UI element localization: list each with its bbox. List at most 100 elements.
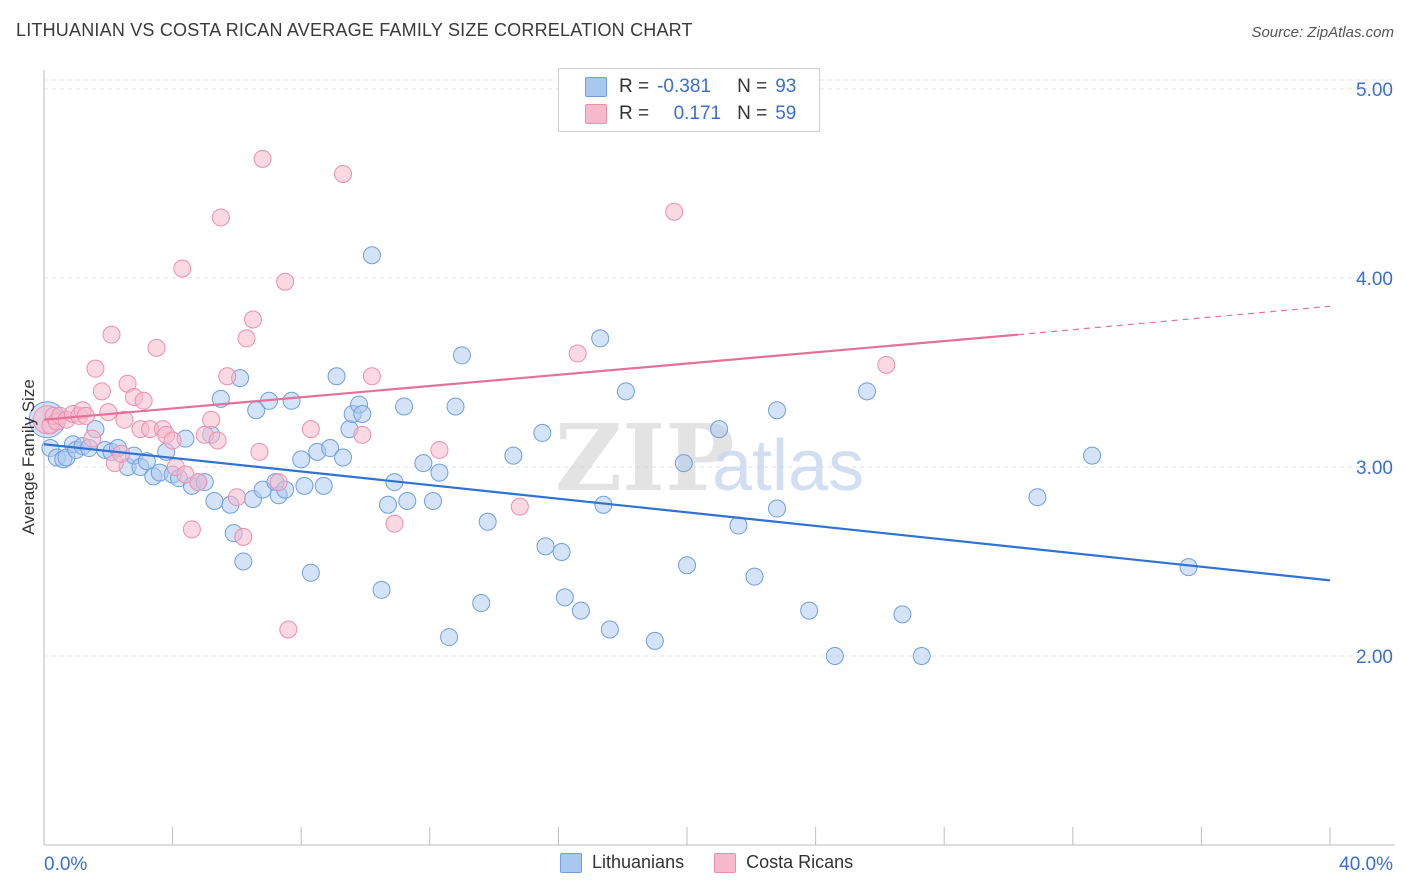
lithuanian-point (645, 631, 664, 650)
costa-rican-point (182, 520, 201, 539)
lithuanian-point (571, 601, 590, 620)
blue-swatch (560, 852, 582, 873)
legend-label: Costa Ricans (746, 852, 854, 872)
watermark-atlas: atlas (712, 426, 864, 506)
lithuanian-point (552, 543, 571, 562)
costa-rican-trendline (43, 333, 1019, 421)
costa-rican-point (510, 497, 529, 516)
lithuanian-point (1179, 558, 1198, 577)
legend-label: Lithuanians (592, 852, 685, 872)
lithuanian-point (379, 495, 398, 514)
costa-rican-trendline-extension (1018, 305, 1331, 336)
lithuanian-point (452, 346, 471, 365)
r-value: 0.171 (673, 103, 722, 124)
costa-rican-point (234, 527, 253, 546)
costa-rican-point (568, 344, 587, 363)
lithuanian-point (893, 605, 912, 624)
costa-rican-point (243, 310, 262, 329)
lithuanian-point (533, 423, 552, 442)
r-label: R = (619, 103, 650, 124)
costa-rican-point (269, 473, 288, 492)
lithuanian-point (800, 601, 819, 620)
costa-rican-point (333, 164, 352, 183)
costa-rican-point (163, 431, 182, 450)
lithuanian-point (768, 401, 787, 420)
lithuanian-point (398, 491, 417, 510)
costa-rican-point (83, 429, 102, 448)
lithuanian-point (504, 446, 523, 465)
lithuanian-point (1083, 446, 1102, 465)
costa-rican-point (189, 473, 208, 492)
lithuanian-point (536, 537, 555, 556)
correlation-legend: R = -0.381 N = 93 R = 0.171 N = 59 (558, 68, 820, 132)
costa-rican-point (115, 410, 134, 429)
y-axis-label: Average Family Size (19, 379, 38, 535)
costa-rican-point (430, 440, 449, 459)
n-label: N = (737, 76, 768, 97)
costa-rican-point (92, 382, 111, 401)
costa-rican-point (301, 420, 320, 439)
lithuanian-point (314, 476, 333, 495)
lithuanian-point (430, 463, 449, 482)
lithuanian-point (414, 454, 433, 473)
lithuanian-point (333, 448, 352, 467)
lithuanian-trendline (43, 443, 1331, 582)
lithuanian-point (555, 588, 574, 607)
lithuanian-point (768, 499, 787, 518)
legend-item-costa-ricans[interactable]: Costa Ricans (714, 852, 853, 873)
lithuanian-point (372, 580, 391, 599)
costa-rican-point (227, 488, 246, 507)
lithuanian-point (353, 405, 372, 424)
legend-item-lithuanians[interactable]: Lithuanians (560, 852, 684, 873)
blue-swatch (585, 77, 607, 97)
lithuanian-point (591, 329, 610, 348)
lithuanian-point (395, 397, 414, 416)
y-tick-label: 5.00 (1356, 80, 1393, 101)
lithuanian-point (234, 552, 253, 571)
lithuanian-point (678, 556, 696, 575)
lithuanian-point (424, 491, 443, 510)
costa-rican-point (353, 425, 372, 444)
lithuanian-point (616, 382, 635, 401)
lithuanian-point (137, 452, 156, 471)
lithuanian-point (600, 620, 619, 639)
lithuanian-point (674, 454, 693, 473)
costa-rican-point (208, 431, 227, 450)
costa-rican-point (218, 367, 237, 386)
lithuanian-point (440, 628, 459, 647)
lithuanian-point (478, 512, 497, 531)
costa-rican-point (385, 514, 404, 533)
lithuanian-point (362, 246, 381, 265)
costa-rican-point (250, 442, 269, 461)
costa-rican-point (237, 329, 256, 348)
chart-title: LITHUANIAN VS COSTA RICAN AVERAGE FAMILY… (16, 20, 693, 40)
y-tick-label: 3.00 (1356, 458, 1393, 479)
costa-rican-point (665, 202, 684, 221)
y-tick-label: 2.00 (1356, 647, 1393, 668)
lithuanian-point (321, 439, 340, 458)
pink-swatch (714, 852, 737, 873)
lithuanian-point (282, 391, 301, 410)
lithuanian-point (1028, 488, 1047, 507)
n-value: 93 (775, 76, 797, 97)
costa-rican-point (147, 338, 166, 357)
costa-rican-point (279, 620, 298, 639)
costa-rican-point (102, 325, 121, 344)
lithuanian-point (205, 491, 224, 510)
costa-rican-point (276, 272, 295, 291)
lithuanian-point (729, 516, 748, 535)
costa-rican-point (173, 259, 192, 278)
x-tick-label: 40.0% (1339, 854, 1393, 875)
costa-rican-point (202, 410, 221, 429)
r-label: R = (619, 76, 650, 97)
n-value: 59 (775, 103, 797, 124)
lithuanian-point (472, 594, 491, 613)
costa-rican-point (86, 359, 105, 378)
costa-rican-point (211, 208, 230, 227)
costa-rican-point (362, 367, 381, 386)
lithuanian-point (327, 367, 346, 386)
lithuanian-point (301, 563, 320, 582)
lithuanian-point (858, 382, 877, 401)
lithuanian-point (825, 646, 844, 665)
costa-rican-point (877, 355, 896, 374)
